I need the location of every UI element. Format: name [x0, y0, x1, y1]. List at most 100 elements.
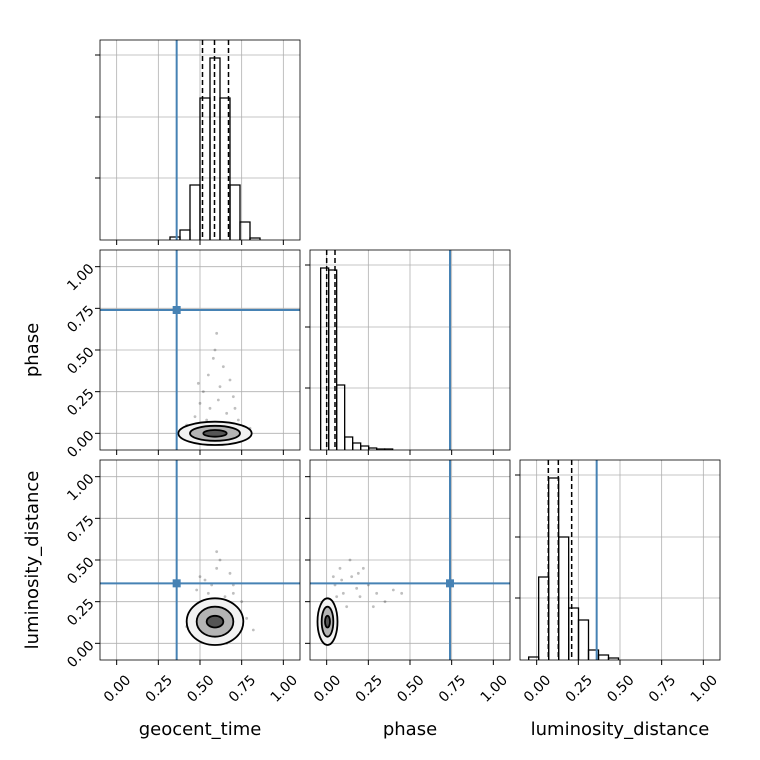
histogram-bar	[558, 536, 570, 660]
y-tick-label: 0.25	[64, 386, 97, 419]
sample-point	[341, 591, 345, 595]
panel-frame	[99, 249, 301, 451]
sample-point	[361, 566, 365, 570]
sample-point	[371, 605, 375, 609]
histogram-bar	[169, 236, 181, 240]
x-axis-label: phase	[383, 719, 437, 740]
sample-point	[218, 385, 222, 389]
panel-frame	[99, 459, 301, 661]
truth-marker	[446, 579, 454, 588]
x-tick-label: 1.00	[268, 672, 301, 705]
truth-marker	[172, 306, 181, 314]
x-tick-label: 0.75	[436, 672, 469, 705]
sample-point	[345, 605, 349, 609]
sample-point	[350, 575, 354, 579]
contour	[202, 429, 228, 438]
sample-point	[251, 628, 255, 632]
histogram-bar	[328, 269, 338, 450]
contour	[205, 614, 225, 629]
histogram-bar	[548, 477, 560, 660]
x-tick-label: 0.25	[353, 672, 386, 705]
histogram-bar	[538, 576, 550, 660]
y-tick-label: 0.25	[64, 596, 97, 629]
sample-point	[208, 406, 212, 410]
histogram-bar	[352, 442, 362, 450]
x-tick-label: 0.00	[521, 672, 554, 705]
y-tick-label: 0.00	[64, 428, 97, 461]
panel-frame	[519, 459, 721, 661]
histogram-bar	[336, 384, 346, 450]
histogram-bar	[320, 267, 330, 450]
y-tick-label: 0.75	[64, 303, 97, 336]
sample-point	[215, 566, 219, 570]
histogram-bar	[528, 656, 540, 660]
sample-point	[348, 558, 352, 562]
sample-point	[196, 381, 200, 385]
y-tick-label: 1.00	[64, 471, 97, 504]
x-axis-label: geocent_time	[139, 719, 262, 740]
x-tick-label: 0.75	[226, 672, 259, 705]
histogram-bar	[189, 184, 201, 240]
histogram-bar	[568, 607, 580, 660]
sample-point	[228, 378, 232, 382]
sample-point	[338, 566, 342, 570]
y-tick-label: 0.75	[64, 513, 97, 546]
sample-point	[213, 348, 217, 352]
histogram-bar	[199, 97, 211, 240]
y-tick-label: 0.50	[64, 344, 97, 377]
x-tick-label: 0.50	[394, 672, 427, 705]
panel-frame	[309, 249, 511, 451]
y-axis-label: phase	[22, 323, 43, 377]
x-tick-label: 1.00	[688, 672, 721, 705]
y-axis-label: luminosity_distance	[22, 471, 43, 650]
sample-point	[205, 418, 209, 422]
x-tick-label: 0.50	[604, 672, 637, 705]
sample-point	[203, 578, 207, 582]
sample-point	[201, 390, 205, 394]
sample-point	[400, 591, 404, 595]
histogram-bar	[360, 445, 370, 450]
sample-point	[231, 395, 235, 399]
panel-frame	[99, 39, 301, 241]
x-tick-label: 0.75	[646, 672, 679, 705]
x-tick-label: 0.00	[311, 672, 344, 705]
sample-point	[216, 398, 220, 402]
sample-point	[240, 600, 244, 604]
y-tick-label: 0.50	[64, 554, 97, 587]
panel-frame	[309, 459, 511, 661]
histogram-bar	[249, 237, 261, 240]
sample-point	[198, 401, 202, 405]
x-tick-label: 0.25	[563, 672, 596, 705]
sample-point	[236, 418, 240, 422]
histogram-bar	[239, 221, 251, 240]
sample-point	[355, 586, 359, 590]
histogram-bar	[384, 448, 394, 450]
sample-point	[198, 575, 202, 579]
x-tick-label: 0.25	[143, 672, 176, 705]
sample-point	[331, 575, 335, 579]
sample-point	[383, 600, 387, 604]
sample-point	[245, 616, 249, 620]
sample-point	[211, 356, 215, 360]
sample-point	[228, 571, 232, 575]
x-tick-label: 0.50	[184, 672, 217, 705]
sample-point	[225, 411, 229, 415]
sample-point	[195, 588, 199, 592]
sample-point	[206, 373, 210, 377]
histogram-bar	[344, 436, 354, 450]
x-axis-label: luminosity_distance	[531, 719, 710, 740]
sample-point	[218, 558, 222, 562]
sample-point	[340, 578, 344, 582]
sample-point	[206, 591, 210, 595]
y-tick-label: 1.00	[64, 261, 97, 294]
sample-point	[215, 331, 219, 335]
sample-point	[215, 550, 219, 554]
histogram-bar	[229, 184, 241, 240]
sample-point	[231, 591, 235, 595]
sample-point	[221, 365, 225, 369]
sample-point	[358, 595, 362, 599]
x-tick-label: 1.00	[478, 672, 511, 705]
histogram-bar	[597, 654, 610, 660]
sample-point	[391, 588, 395, 592]
